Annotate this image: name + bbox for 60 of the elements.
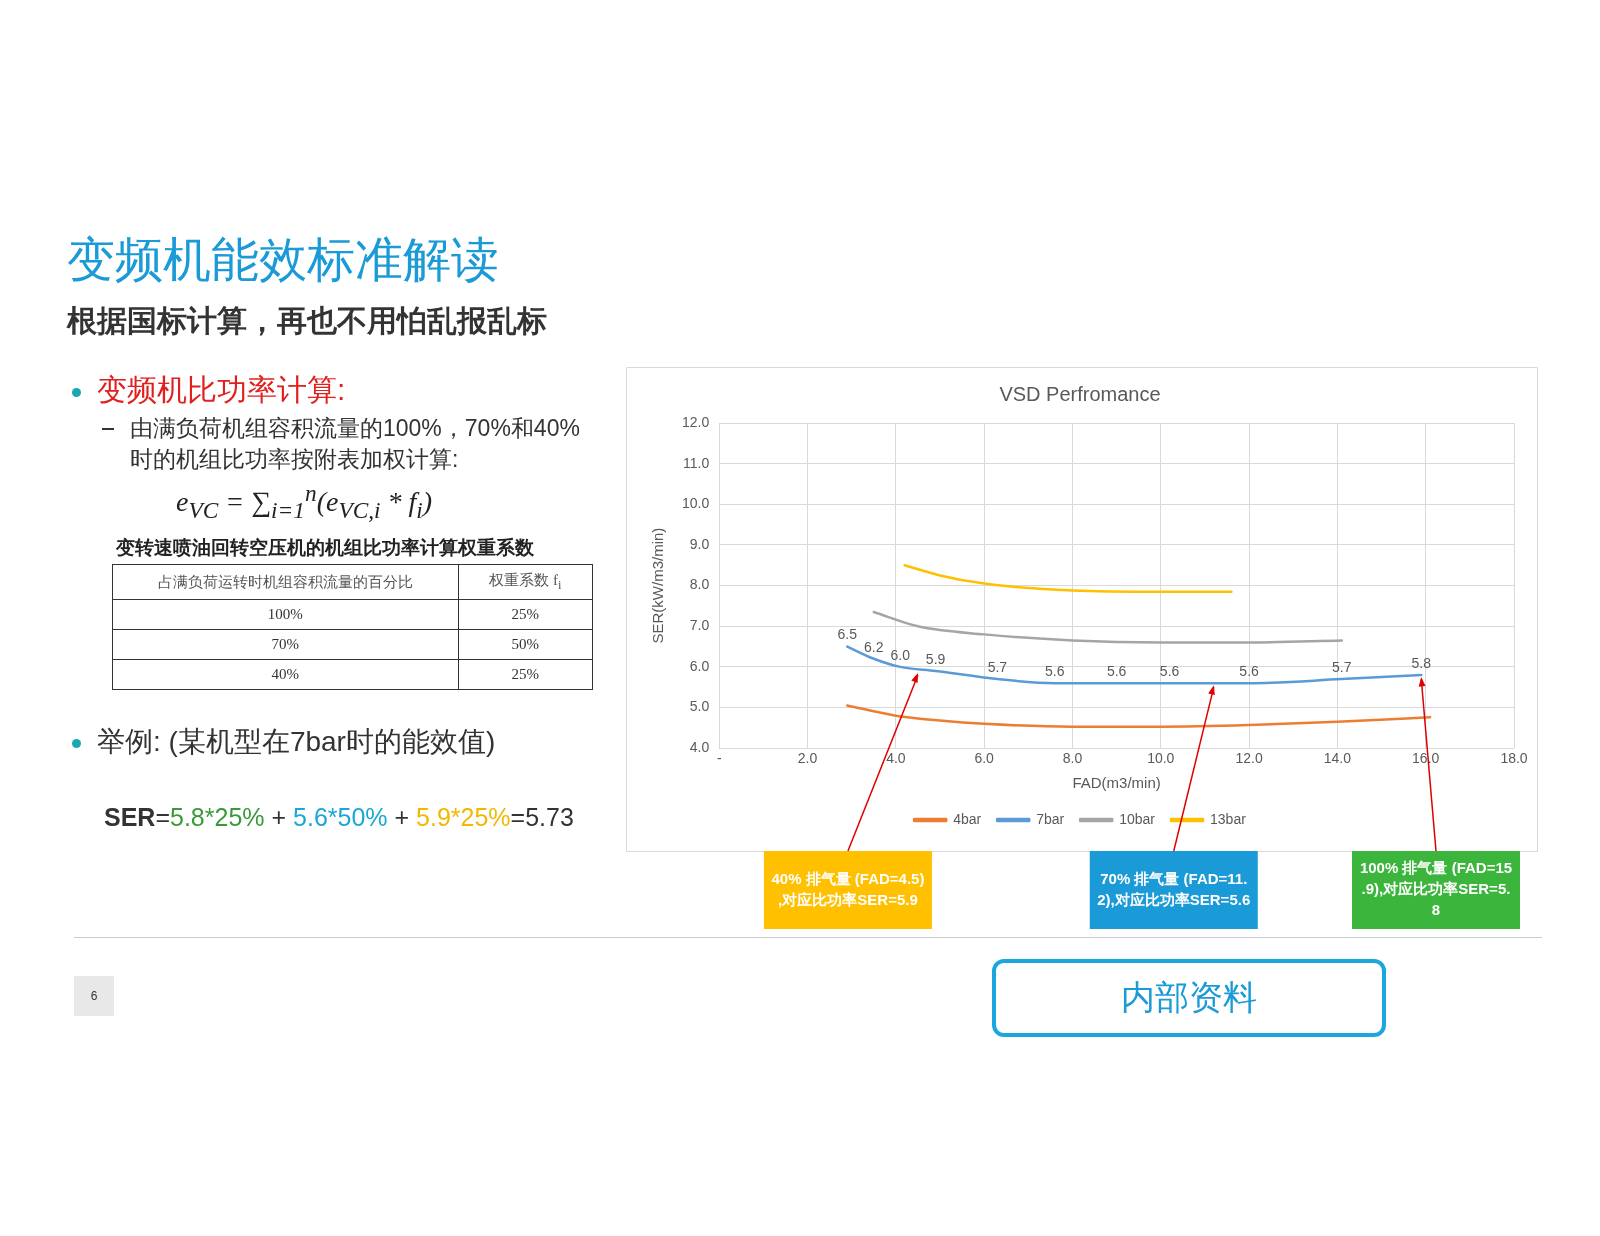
legend-label: 13bar [1210,810,1247,827]
text: 100% [267,606,303,622]
data-label: 5.6 [1045,663,1065,680]
annotation: 40% 排气量 (FAD=4.5),对应比功率SER=5.9 [771,869,925,908]
annotation: 100% 排气量 (FAD=15.9),对应比功率SER=5.8 [1359,859,1513,919]
text: 变频机比功率计算: [97,373,346,406]
y-tick-label: 7.0 [689,617,710,634]
text: 由满负荷机组容积流量的100%，70%和40%时的机组比功率按附表加权计算: [130,415,580,472]
y-tick-label: 12.0 [682,413,710,430]
data-label: 5.6 [1159,663,1180,680]
text: 变转速喷油回转空压机的机组比功率计算权重系数 [116,537,534,558]
text: 40% [271,666,300,682]
x-tick-label: 12.0 [1235,750,1263,767]
y-tick-label: 6.0 [689,657,710,674]
legend-label: 7bar [1036,810,1065,827]
y-tick-label: 8.0 [689,576,710,593]
x-tick-label: 2.0 [797,750,818,767]
x-tick-label: 10.0 [1147,750,1175,767]
data-label: 5.7 [1332,658,1352,675]
x-axis-title: FAD(m3/min) [1072,774,1161,792]
annotation: 70% 排气量 (FAD=11.2),对应比功率SER=5.6 [1097,869,1251,908]
legend-label: 10bar [1119,810,1156,827]
text: 占满负荷运转时机组容积流量的百分比 [157,573,413,590]
y-tick-label: 10.0 [682,495,710,512]
text: 6 [90,989,98,1003]
y-tick-label: 11.0 [683,454,710,471]
x-tick-label: 6.0 [974,750,995,767]
y-tick-label: 4.0 [689,739,710,756]
line-series [846,704,1432,728]
x-tick-label: 18.0 [1500,750,1528,767]
data-label: 5.7 [987,658,1008,675]
x-tick-label: 4.0 [886,750,906,767]
text: 70% [271,636,300,652]
text: 变频机能效标准解读 [67,233,499,286]
text: 内部资料 [1121,977,1257,1018]
data-label: 5.6 [1106,663,1127,680]
y-tick-label: 5.0 [689,698,710,715]
line-series [872,610,1344,644]
text: SER=5.8*25% + 5.6*50% + 5.9*25%=5.73 [104,803,574,831]
line-series [903,564,1233,593]
chart-title: VSD Perfromance [999,382,1161,405]
y-tick-label: 9.0 [689,535,710,552]
x-tick-label: 8.0 [1062,750,1083,767]
legend-label: 4bar [953,810,982,827]
x-tick-label: 14.0 [1323,750,1352,767]
data-label: 6.0 [890,646,911,663]
y-axis-title: SER(kW/m3/min) [649,527,667,644]
text: 权重系数 f$_{i}$ [489,572,562,592]
text: 25% [511,666,540,682]
text: e$_{VC}$ = ∑$_{i=1}$$^{n}$(e$_{VC,i}$ * f$_{i}$) [176,480,433,523]
text: 根据国标计算，再也不用怕乱报乱标 [67,304,547,337]
data-label: 6.2 [864,638,884,655]
text: 举例: (某机型在7bar时的能效值) [97,726,496,757]
data-label: 5.6 [1239,663,1260,680]
x-tick-label: - [716,750,722,767]
data-label: 5.8 [1411,654,1432,671]
text: 25% [511,606,540,622]
data-label: 6.5 [837,626,858,643]
data-label: 5.9 [925,650,946,667]
text: 50% [511,636,540,652]
